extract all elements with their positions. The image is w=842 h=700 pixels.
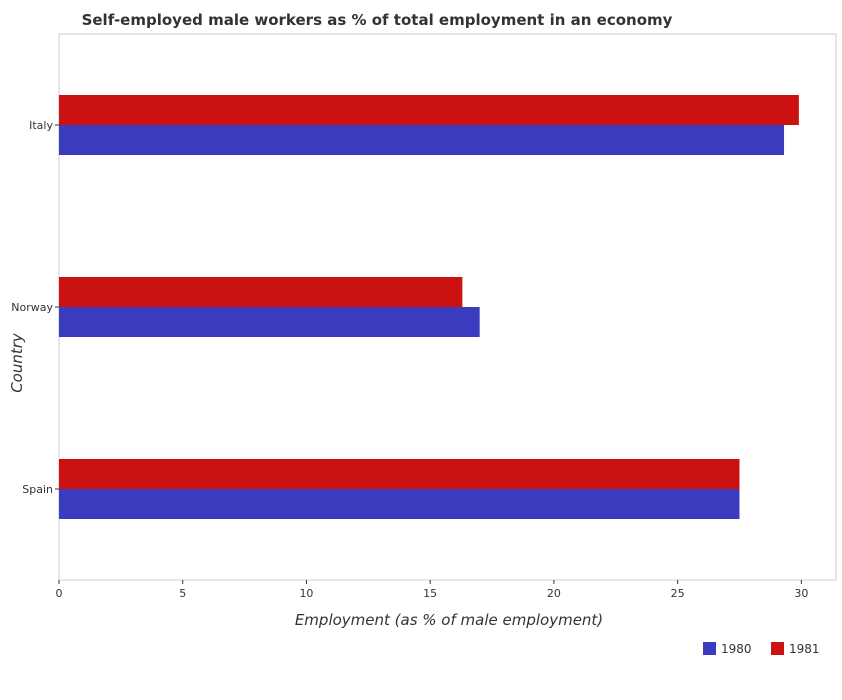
- legend-swatch-1981: [771, 642, 784, 655]
- x-tick-label-30: 30: [794, 587, 808, 600]
- x-tick-label-0: 0: [56, 587, 63, 600]
- x-tick-label-10: 10: [299, 587, 313, 600]
- y-axis-label: Country: [8, 332, 26, 393]
- x-axis-label: Employment (as % of male employment): [295, 611, 603, 629]
- bar-norway-1981: [59, 277, 463, 307]
- y-axis: Italy Norway Spain: [11, 119, 59, 496]
- x-tick-label-5: 5: [179, 587, 186, 600]
- bar-italy-1980: [59, 125, 785, 155]
- legend-swatch-1980: [703, 642, 716, 655]
- y-tick-label-norway: Norway: [11, 301, 53, 314]
- legend-label-1980: 1980: [721, 642, 752, 656]
- bars-group: [59, 95, 799, 519]
- x-tick-label-25: 25: [671, 587, 685, 600]
- bar-italy-1981: [59, 95, 799, 125]
- x-axis: 0 5 10 15 20 25 30: [56, 580, 808, 600]
- bar-spain-1981: [59, 459, 740, 489]
- chart-title: Self-employed male workers as % of total…: [82, 11, 673, 29]
- y-tick-label-spain: Spain: [22, 483, 53, 496]
- legend-label-1981: 1981: [789, 642, 820, 656]
- x-tick-label-20: 20: [547, 587, 561, 600]
- bar-spain-1980: [59, 489, 740, 519]
- y-tick-label-italy: Italy: [29, 119, 53, 132]
- bar-norway-1980: [59, 307, 480, 337]
- x-tick-label-15: 15: [423, 587, 437, 600]
- legend: 1980 1981: [703, 642, 820, 656]
